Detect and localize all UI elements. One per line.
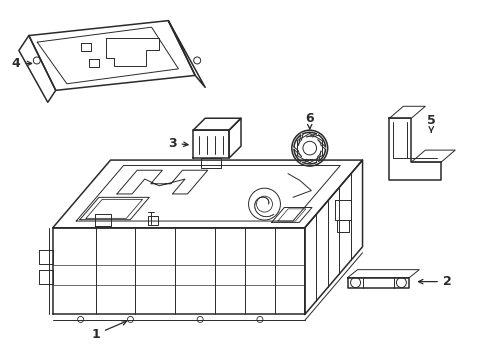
Text: 1: 1 [91, 321, 126, 341]
Text: 2: 2 [418, 275, 450, 288]
Text: 3: 3 [167, 137, 188, 150]
Text: 4: 4 [12, 57, 32, 70]
Text: 6: 6 [305, 112, 313, 129]
Text: 5: 5 [426, 114, 435, 132]
